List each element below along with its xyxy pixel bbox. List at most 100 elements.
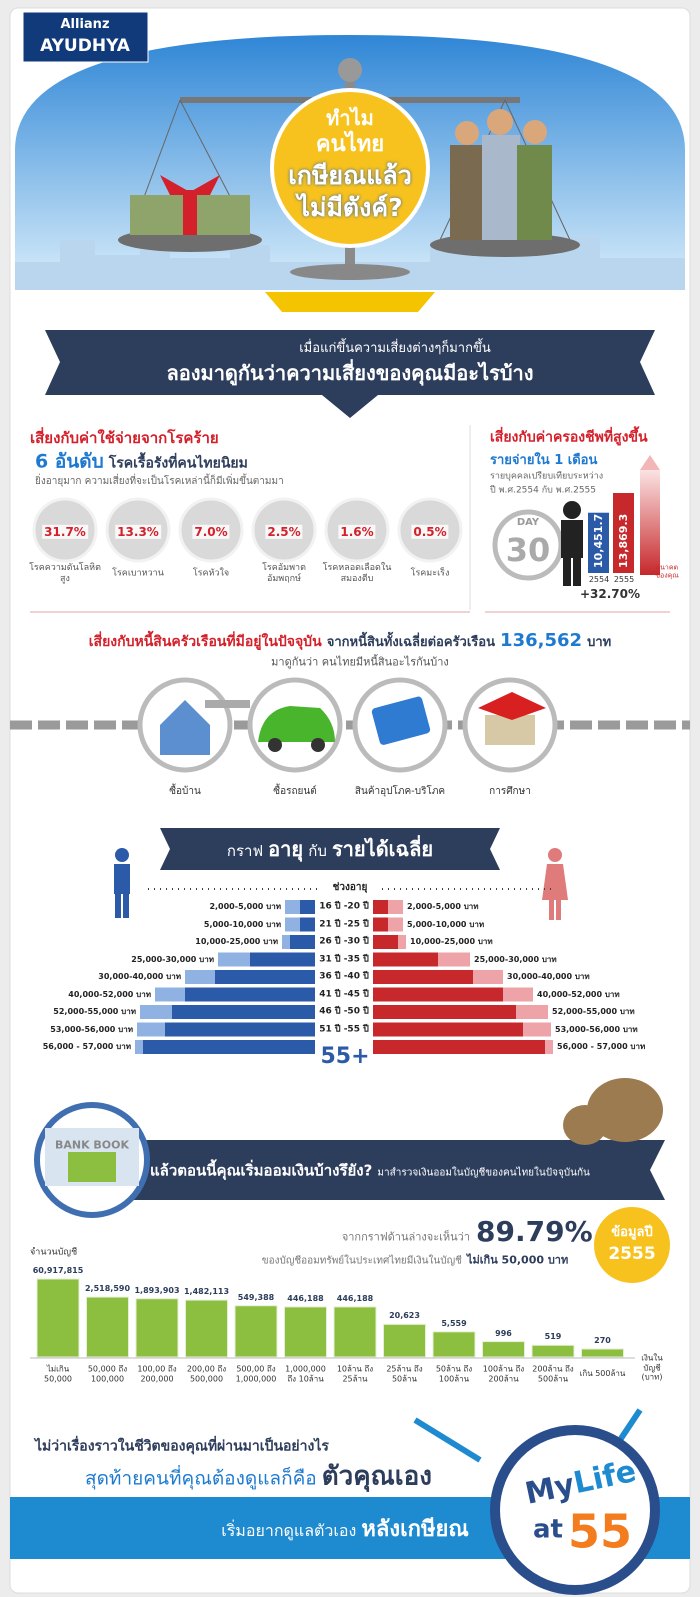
disease-percent: 13.3% bbox=[115, 524, 161, 540]
bar bbox=[135, 1298, 179, 1358]
logo-55: 55 bbox=[567, 1504, 633, 1559]
note: รายบุคคลเปรียบเทียบระหว่าง bbox=[490, 471, 604, 482]
bar-light bbox=[388, 900, 403, 914]
car-icon bbox=[258, 706, 335, 742]
income-label: 40,000-52,000 บาท bbox=[68, 989, 151, 999]
bar-light bbox=[503, 987, 533, 1002]
rank: 6 อันดับ bbox=[35, 450, 104, 473]
bar-dark bbox=[172, 1005, 315, 1019]
city bbox=[15, 232, 685, 290]
title-part: กับ bbox=[308, 842, 327, 860]
x-tick-label: 200ล้าน ถึง 500ล้าน bbox=[532, 1364, 574, 1383]
value-label: 2,518,590 bbox=[84, 1284, 131, 1294]
shape bbox=[556, 900, 561, 920]
badge-year: 2555 bbox=[608, 1243, 656, 1264]
shape bbox=[487, 109, 513, 135]
x-tick-label: 50,000 ถึง 100,000 bbox=[87, 1364, 128, 1383]
x-tick-label: เกิน 500ล้าน bbox=[579, 1369, 626, 1379]
value-label: 549,388 bbox=[237, 1292, 275, 1302]
income-label: 56,000 - 57,000 บาท bbox=[557, 1042, 646, 1052]
bar-light bbox=[155, 987, 185, 1002]
x-tick-label: 10ล้าน ถึง 25ล้าน bbox=[336, 1364, 374, 1383]
age-label: 46 ปี -50 ปี bbox=[319, 1006, 369, 1017]
bar-dark bbox=[215, 970, 315, 984]
disease-percent: 7.0% bbox=[192, 524, 230, 540]
bar bbox=[185, 1299, 228, 1358]
bar-dark bbox=[185, 987, 315, 1002]
bar bbox=[333, 1306, 377, 1358]
income-label: 25,000-30,000 บาท bbox=[131, 954, 214, 964]
subtitle: โรคเรื้อรังที่คนไทยนิยม bbox=[108, 455, 248, 472]
bar-dark bbox=[290, 935, 315, 949]
bar bbox=[86, 1296, 129, 1358]
age-label: 41 ปี -45 ปี bbox=[319, 989, 369, 1000]
bar bbox=[284, 1306, 327, 1358]
bar bbox=[588, 512, 609, 573]
accent bbox=[617, 1408, 643, 1442]
value-label: 446,188 bbox=[287, 1294, 324, 1304]
bar-light bbox=[185, 970, 215, 984]
income-label: 2,000-5,000 บาท bbox=[407, 902, 479, 912]
x-tick-label: 500,00 ถึง 1,000,000 bbox=[235, 1364, 277, 1383]
title-line: คนไทย bbox=[315, 131, 385, 157]
footer-line: สุดท้ายคนที่คุณต้องดูแลก็คือ ตัวคุณเอง bbox=[85, 1461, 432, 1492]
logo-box bbox=[22, 11, 149, 63]
bar-light bbox=[282, 935, 290, 949]
future-label: อนาคต ของคุณ bbox=[655, 563, 679, 580]
bar-light bbox=[135, 1040, 143, 1054]
value-label: 446,188 bbox=[336, 1294, 374, 1304]
stat-line: ของบัญชีออมทรัพย์ในประเทศไทยมีเงินในบัญช… bbox=[262, 1248, 569, 1267]
shape bbox=[548, 848, 562, 862]
title-line: ทำไม bbox=[326, 106, 374, 130]
logo-text: AYUDHYA bbox=[40, 35, 130, 56]
value-label: 996 bbox=[495, 1328, 512, 1338]
stat-text: ของบัญชีออมทรัพย์ในประเทศไทยมีเงินในบัญช… bbox=[261, 1255, 462, 1267]
shape bbox=[549, 900, 554, 920]
bar bbox=[383, 1323, 426, 1358]
x-tick-label: 2555 bbox=[613, 575, 635, 585]
band-line: เริ่มอยากดูแลตัวเอง หลังเกษียณ bbox=[221, 1517, 469, 1543]
savings-headline: แล้วตอนนี้คุณเริ่มออมเงินบ้างรึยัง? มาสำ… bbox=[150, 1160, 590, 1179]
shape bbox=[478, 692, 546, 720]
bar-light bbox=[523, 1022, 551, 1037]
bar bbox=[482, 1341, 525, 1358]
footer-line: ไม่ว่าเรื่องราวในชีวิตของคุณที่ผ่านมาเป็… bbox=[35, 1438, 329, 1455]
disease-label: โรคหลอดเลือดในสมองตีบ bbox=[322, 563, 392, 584]
x-tick-label: 2554 bbox=[588, 575, 610, 585]
section-title: เสี่ยงกับค่าครองชีพที่สูงขึ้น bbox=[490, 429, 648, 446]
note: ยิ่งอายุมาก ความเสี่ยงที่จะเป็นโรคเหล่าน… bbox=[35, 476, 284, 487]
elders bbox=[450, 109, 552, 240]
debt-label: สินค้าอุปโภค-บริโภค bbox=[354, 786, 446, 797]
bar-dark bbox=[143, 1040, 315, 1054]
debt-unit: บาท bbox=[587, 635, 612, 651]
value-label: 5,559 bbox=[441, 1319, 467, 1329]
income-label: 10,000-25,000 บาท bbox=[195, 937, 278, 947]
shape bbox=[68, 1152, 116, 1182]
value-label: 10,451.7 bbox=[592, 514, 605, 568]
age-title: กราฟ อายุ กับ รายได้เฉลี่ย bbox=[227, 837, 433, 861]
income-label: 56,000 - 57,000 บาท bbox=[42, 1042, 131, 1052]
debt-label: การศึกษา bbox=[489, 786, 531, 797]
title-circle bbox=[270, 88, 430, 248]
bar-dark bbox=[373, 935, 398, 949]
value-label: 60,917,815 bbox=[32, 1266, 84, 1276]
shape bbox=[160, 175, 220, 195]
bar-dark bbox=[373, 1005, 516, 1019]
disease-label: โรคอัมพาต อัมพฤกษ์ bbox=[262, 563, 306, 584]
shape bbox=[640, 455, 660, 470]
bar-dark bbox=[373, 917, 388, 932]
top-label: 55+ bbox=[320, 1043, 370, 1069]
disease-rank: 6 อันดับ โรคเรื้อรังที่คนไทยนิยม bbox=[35, 451, 248, 474]
shape bbox=[482, 135, 520, 240]
disease-percent: 2.5% bbox=[265, 524, 303, 540]
stat-bold: ไม่เกิน 50,000 บาท bbox=[467, 1253, 569, 1267]
shape bbox=[523, 120, 547, 144]
age-label: 31 ปี -35 ปี bbox=[319, 954, 369, 965]
bar-light bbox=[545, 1040, 553, 1054]
age-label: 16 ปี -20 ปี bbox=[319, 901, 369, 912]
bar bbox=[36, 1278, 80, 1358]
bar bbox=[432, 1331, 476, 1358]
scale-top bbox=[338, 58, 362, 82]
books-icon bbox=[485, 715, 535, 745]
